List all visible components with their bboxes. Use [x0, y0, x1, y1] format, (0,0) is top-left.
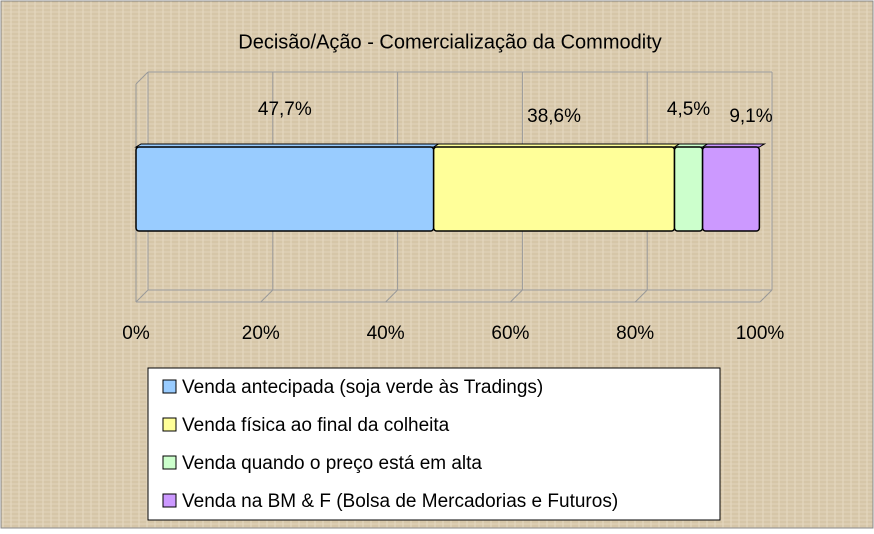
data-label: 4,5% [667, 99, 710, 120]
legend-swatch [162, 493, 177, 508]
legend-swatch [162, 379, 177, 394]
bar [135, 146, 435, 232]
grid-line [759, 289, 773, 303]
bar [701, 146, 761, 232]
x-tick-label: 100% [736, 323, 785, 344]
grid-line [135, 289, 149, 303]
legend-label: Venda na BM & F (Bolsa de Mercadorias e … [182, 491, 618, 512]
x-tick-label: 60% [491, 323, 529, 344]
data-label: 9,1% [729, 106, 772, 127]
x-tick-label: 0% [122, 323, 150, 344]
bar [432, 146, 676, 232]
bar [673, 146, 704, 232]
data-label: 47,7% [258, 99, 312, 120]
legend-swatch [162, 417, 177, 432]
grid-line [385, 289, 398, 303]
grid-line [510, 289, 523, 303]
chart-title: Decisão/Ação - Comercialização da Commod… [238, 31, 662, 53]
x-tick-label: 20% [242, 323, 280, 344]
x-tick-label: 80% [616, 323, 654, 344]
data-label: 38,6% [527, 106, 581, 127]
grid-line [634, 289, 648, 303]
x-tick-label: 40% [367, 323, 405, 344]
side-wall-edge [135, 71, 149, 85]
legend-label: Venda antecipada (soja verde às Tradings… [182, 377, 543, 398]
legend-label: Venda quando o preço está em alta [182, 453, 482, 474]
legend-swatch [162, 455, 177, 470]
legend [147, 367, 721, 521]
legend-label: Venda física ao final da colheita [182, 415, 450, 436]
grid-line [260, 289, 274, 303]
